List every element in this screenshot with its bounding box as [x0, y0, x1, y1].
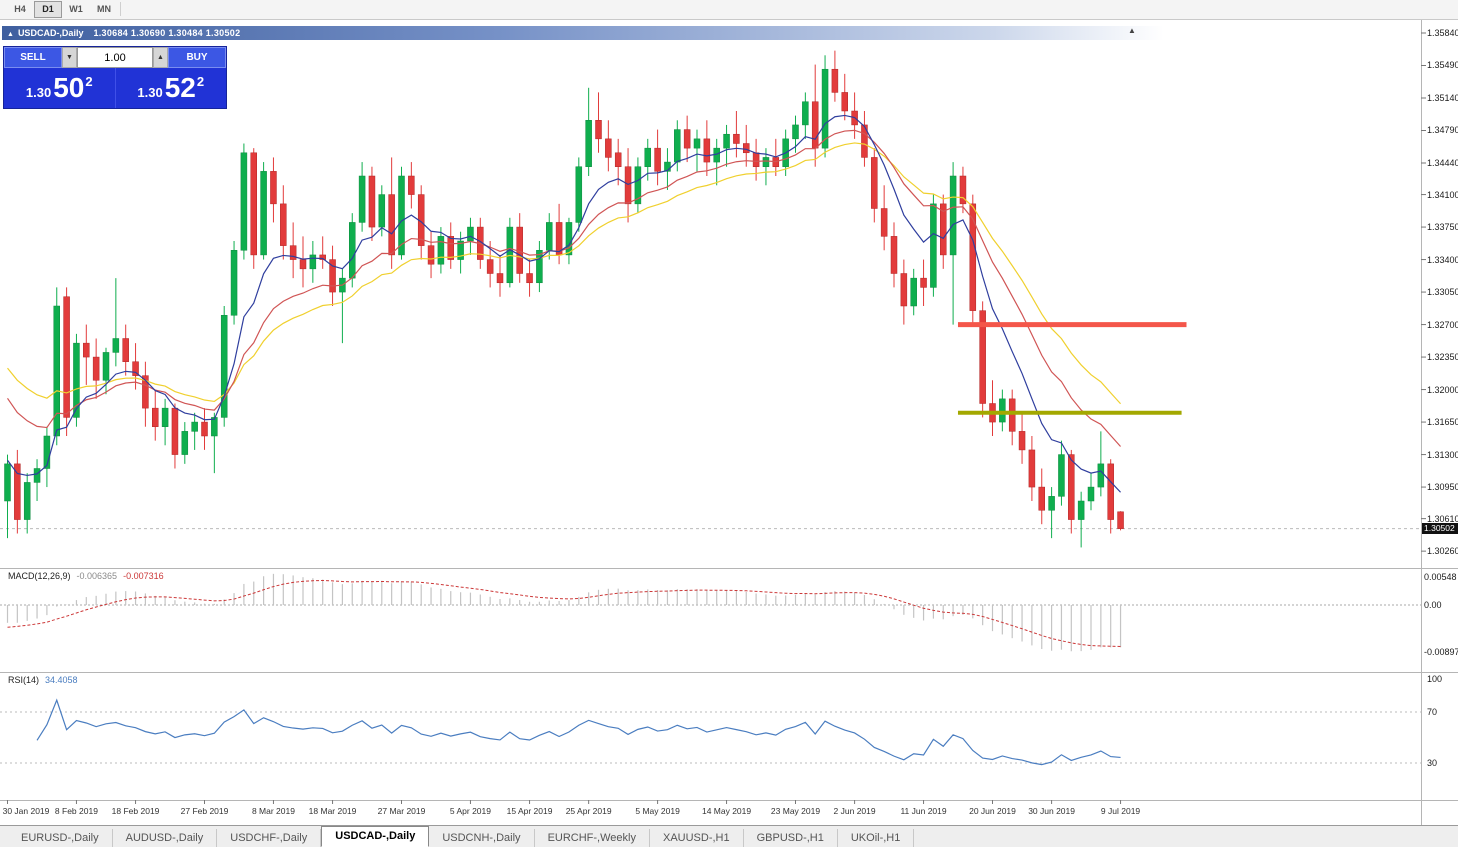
buy-button[interactable]: BUY	[168, 47, 226, 68]
price-scale-label: 1.32000	[1427, 384, 1458, 395]
buy-price-pipette: 2	[196, 73, 205, 89]
date-axis-label: 27 Feb 2019	[180, 806, 229, 816]
chart-tab-usdcnh[interactable]: USDCNH-,Daily	[429, 829, 535, 847]
price-scale-label: 1.34440	[1427, 157, 1458, 168]
price-scale-label: 1.33050	[1427, 287, 1458, 298]
date-axis-label: 5 May 2019	[635, 806, 680, 816]
price-scale-label: 1.31650	[1427, 417, 1458, 428]
current-price-tag: 1.30502	[1422, 523, 1458, 535]
date-axis-label: 30 Jan 2019	[2, 806, 50, 816]
price-scale-label: 1.35140	[1427, 92, 1458, 103]
toolbar-separator	[120, 2, 121, 16]
timeframe-button-d1[interactable]: D1	[34, 1, 62, 18]
date-axis-label: 18 Feb 2019	[111, 806, 160, 816]
price-scale-label: 1.31300	[1427, 449, 1458, 460]
buy-price-display[interactable]: 1.30 52 2	[116, 68, 227, 108]
chart-tab-gbpusd[interactable]: GBPUSD-,H1	[744, 829, 838, 847]
price-scale-label: 1.32700	[1427, 319, 1458, 330]
date-axis-label: 5 Apr 2019	[449, 806, 491, 816]
sell-price-display[interactable]: 1.30 50 2	[4, 68, 116, 108]
macd-main-value: -0.006365	[76, 571, 118, 581]
sell-button[interactable]: SELL	[4, 47, 62, 68]
rsi-scale-label: 30	[1427, 758, 1438, 768]
timeframe-button-mn[interactable]: MN	[97, 4, 111, 14]
buy-price-main: 1.30	[137, 84, 163, 100]
chart-tab-eurusd[interactable]: EURUSD-,Daily	[8, 829, 113, 847]
chart-tabs-bar: EURUSD-,Daily AUDUSD-,Daily USDCHF-,Daily U…	[0, 825, 1458, 847]
date-axis-label: 8 Mar 2019	[251, 806, 295, 816]
macd-signal-value: -0.007316	[123, 571, 164, 581]
chart-tab-usdchf[interactable]: USDCHF-,Daily	[217, 829, 322, 847]
sell-price-main: 1.30	[25, 84, 52, 100]
macd-scale-label: -0.00897	[1424, 646, 1458, 657]
rsi-name: RSI(14)	[8, 675, 40, 685]
date-axis-label: 27 Mar 2019	[377, 806, 426, 816]
macd-scale-label: 0.00548	[1424, 571, 1457, 582]
chart-tab-usdcad[interactable]: USDCAD-,Daily	[321, 826, 430, 847]
date-axis-label: 23 May 2019	[770, 806, 821, 816]
one-click-trade-panel: SELL ▼ ▲ BUY 1.30 50 2 1.30 52 2	[3, 46, 227, 109]
price-scale-label: 1.30950	[1427, 482, 1458, 493]
rsi-scale-label: 70	[1427, 707, 1438, 717]
rsi-value: 34.4058	[45, 675, 78, 685]
chart-title: USDCAD-,Daily	[17, 28, 84, 38]
price-scale-label: 1.32350	[1427, 352, 1458, 363]
date-axis-label: 30 Jun 2019	[1028, 806, 1075, 816]
macd-scale-label: 0.00	[1424, 600, 1442, 610]
quantity-down-button[interactable]: ▼	[62, 47, 77, 68]
chart-tab-eurchf[interactable]: EURCHF-,Weekly	[535, 829, 650, 847]
rsi-label: RSI(14) 34.4058	[8, 675, 78, 685]
window-expand-icon[interactable]: ▲	[7, 31, 14, 38]
quantity-input[interactable]	[77, 47, 153, 68]
buy-price-big: 52	[164, 72, 196, 104]
sell-price-pipette: 2	[85, 73, 93, 89]
timeframe-button-h4[interactable]: H4	[14, 4, 26, 14]
rsi-scale-label: 100	[1427, 674, 1443, 684]
date-axis-label: 14 May 2019	[701, 806, 752, 816]
date-axis-label: 18 Mar 2019	[308, 806, 357, 816]
price-scale-label: 1.34100	[1427, 189, 1458, 200]
price-scale-label: 1.35840	[1427, 28, 1458, 38]
trade-prices-row: 1.30 50 2 1.30 52 2	[4, 68, 226, 108]
chart-collapse-icon[interactable]: ▲	[1128, 26, 1136, 35]
sell-price-big: 50	[53, 72, 85, 104]
price-scale-label: 1.30610	[1427, 513, 1458, 524]
chart-ohlc-values: 1.30684 1.30690 1.30484 1.30502	[93, 28, 241, 38]
date-axis-label: 15 Apr 2019	[506, 806, 553, 816]
date-axis-label: 9 Jul 2019	[1100, 806, 1141, 816]
price-scale-label: 1.35490	[1427, 60, 1458, 71]
date-axis-label: 11 Jun 2019	[900, 806, 947, 816]
date-axis-label: 20 Jun 2019	[969, 806, 1016, 816]
date-axis-label: 2 Jun 2019	[833, 806, 876, 816]
date-axis-label: 25 Apr 2019	[565, 806, 612, 816]
chart-tab-xauusd[interactable]: XAUUSD-,H1	[650, 829, 744, 847]
timeframe-toolbar: H4 D1 W1 MN	[0, 0, 1458, 20]
macd-label: MACD(12,26,9) -0.006365 -0.007316	[8, 571, 164, 581]
timeframe-button-w1[interactable]: W1	[69, 4, 83, 14]
chart-title-bar: ▲ USDCAD-,Daily 1.30684 1.30690 1.30484 1.…	[2, 26, 1419, 40]
price-scale-label: 1.33750	[1427, 222, 1458, 233]
chart-tab-audusd[interactable]: AUDUSD-,Daily	[113, 829, 218, 847]
trade-controls-row: SELL ▼ ▲ BUY	[4, 47, 226, 68]
chart-tab-ukoil[interactable]: UKOil-,H1	[838, 829, 915, 847]
price-scale-label: 1.34790	[1427, 125, 1458, 136]
price-scale-label: 1.30260	[1427, 546, 1458, 557]
price-scale-label: 1.33400	[1427, 254, 1458, 265]
macd-name: MACD(12,26,9)	[8, 571, 71, 581]
date-axis-label: 8 Feb 2019	[54, 806, 98, 816]
quantity-up-button[interactable]: ▲	[153, 47, 168, 68]
